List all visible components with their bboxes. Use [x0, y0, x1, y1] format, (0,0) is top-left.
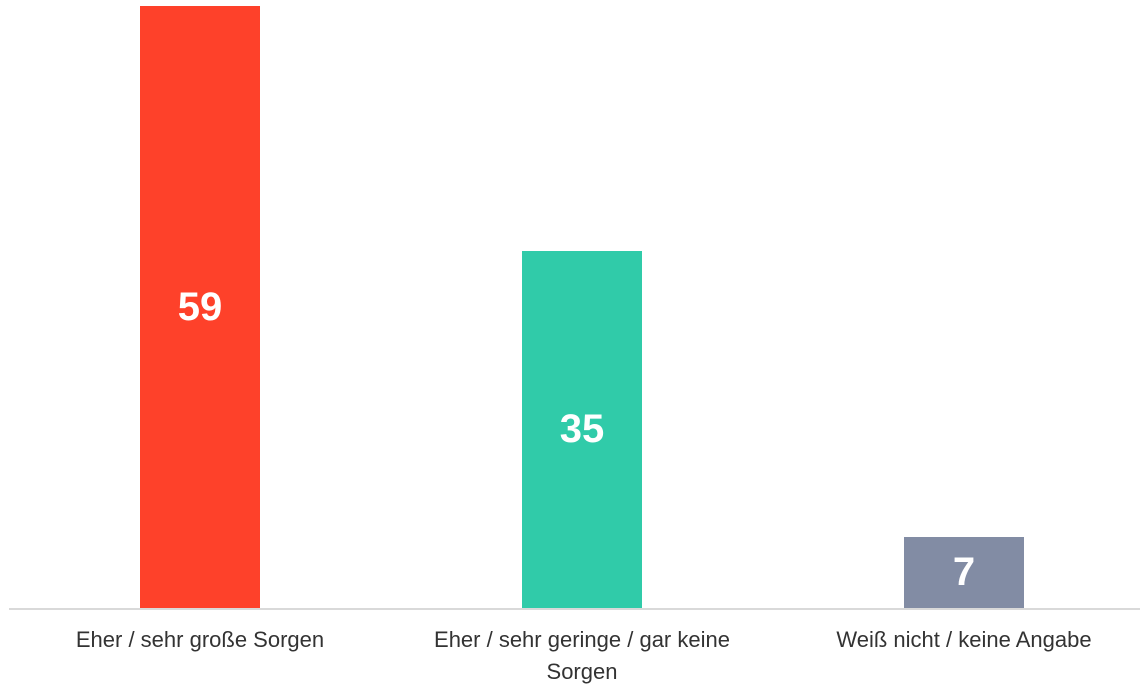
value-label: 59	[177, 285, 223, 329]
value-label: 35	[559, 407, 605, 452]
x-tick-label: Weiß nicht / keine Angabe	[836, 627, 1092, 652]
x-tick-label: Eher / sehr geringe / gar keine Sorgen	[434, 627, 730, 684]
x-tick-label: Eher / sehr große Sorgen	[75, 627, 325, 652]
bar	[140, 6, 260, 608]
bar	[522, 250, 642, 608]
baseline	[9, 608, 1140, 610]
value-label: 7	[952, 550, 976, 595]
bar	[904, 536, 1024, 608]
